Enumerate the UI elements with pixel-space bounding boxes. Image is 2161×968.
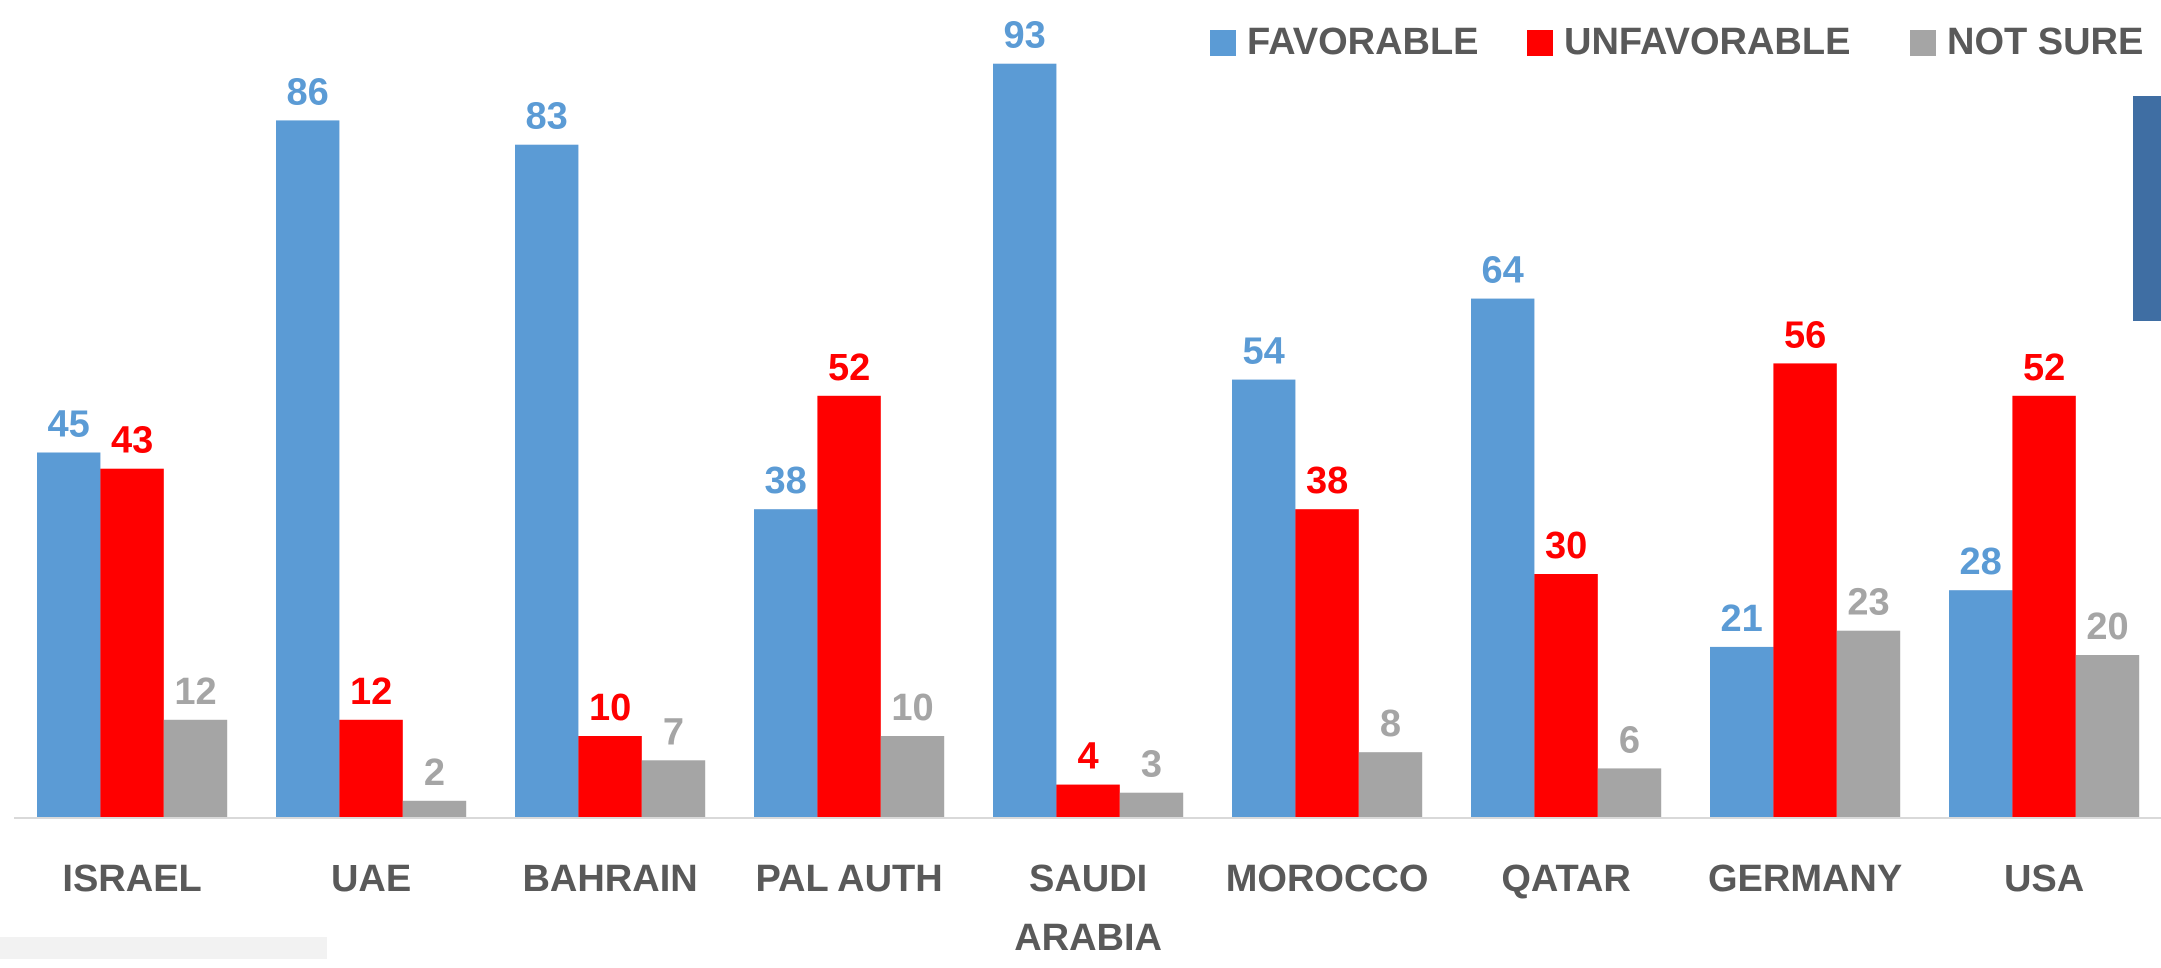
legend-swatch <box>1527 30 1553 56</box>
bar <box>276 120 339 817</box>
bar <box>1471 299 1534 817</box>
x-tick-label: UAE <box>252 850 491 909</box>
value-label: 8 <box>1380 703 1401 745</box>
x-tick-label: ISRAEL <box>13 850 252 909</box>
value-label: 20 <box>2086 606 2128 648</box>
bar <box>403 801 466 817</box>
value-label: 38 <box>1306 460 1348 502</box>
value-label: 30 <box>1545 525 1587 567</box>
legend-swatch <box>1910 30 1936 56</box>
bar <box>1837 631 1900 817</box>
legend-label: FAVORABLE <box>1247 21 1479 63</box>
bar <box>1120 793 1183 817</box>
value-label: 54 <box>1243 331 1285 373</box>
value-label: 64 <box>1482 250 1524 292</box>
bar <box>817 396 880 817</box>
bar <box>1949 590 2012 817</box>
bar <box>642 760 705 817</box>
x-tick-label: PAL AUTH <box>730 850 969 909</box>
value-label: 10 <box>891 687 933 729</box>
bar <box>1773 363 1836 817</box>
bar <box>1232 380 1295 817</box>
x-tick-label: QATAR <box>1447 850 1686 909</box>
value-label: 38 <box>765 460 807 502</box>
x-tick-label: GERMANY <box>1686 850 1925 909</box>
x-tick-label: SAUDI ARABIA <box>969 850 1208 968</box>
value-label: 2 <box>424 752 445 794</box>
x-tick-label: USA <box>1925 850 2161 909</box>
value-label: 93 <box>1004 15 1046 57</box>
x-tick-label: MOROCCO <box>1208 850 1447 909</box>
value-label: 28 <box>1960 541 2002 583</box>
bar <box>993 64 1056 817</box>
bar <box>1295 509 1358 817</box>
value-label: 23 <box>1847 582 1889 624</box>
value-label: 45 <box>48 404 90 446</box>
bar <box>515 145 578 817</box>
bar <box>2076 655 2139 817</box>
bar <box>37 453 100 818</box>
bar <box>1056 785 1119 817</box>
bar <box>339 720 402 817</box>
bar <box>100 469 163 817</box>
value-label: 12 <box>350 671 392 713</box>
legend-swatch <box>1210 30 1236 56</box>
value-label: 56 <box>1784 314 1826 356</box>
decor-box <box>0 937 327 959</box>
legend-label: NOT SURE <box>1947 21 2143 63</box>
bar <box>1534 574 1597 817</box>
value-label: 52 <box>828 347 870 389</box>
value-label: 21 <box>1721 598 1763 640</box>
chart-page: FAVORABLEUNFAVORABLENOT SURE454312861228… <box>0 0 2161 959</box>
value-label: 6 <box>1619 719 1640 761</box>
bar <box>578 736 641 817</box>
x-tick-label: BAHRAIN <box>491 850 730 909</box>
chart: FAVORABLEUNFAVORABLENOT SURE454312861228… <box>0 0 2161 959</box>
value-label: 86 <box>287 71 329 113</box>
bar <box>164 720 227 817</box>
value-label: 12 <box>174 671 216 713</box>
decor-image <box>2133 96 2161 321</box>
bar <box>754 509 817 817</box>
bar <box>1598 768 1661 817</box>
bar <box>881 736 944 817</box>
value-label: 52 <box>2023 347 2065 389</box>
value-label: 3 <box>1141 744 1162 786</box>
value-label: 10 <box>589 687 631 729</box>
bar <box>2012 396 2075 817</box>
value-label: 7 <box>663 711 684 753</box>
value-label: 83 <box>526 96 568 138</box>
bar <box>1710 647 1773 817</box>
value-label: 43 <box>111 420 153 462</box>
value-label: 4 <box>1078 736 1099 778</box>
bar <box>1359 752 1422 817</box>
legend-label: UNFAVORABLE <box>1564 21 1850 63</box>
